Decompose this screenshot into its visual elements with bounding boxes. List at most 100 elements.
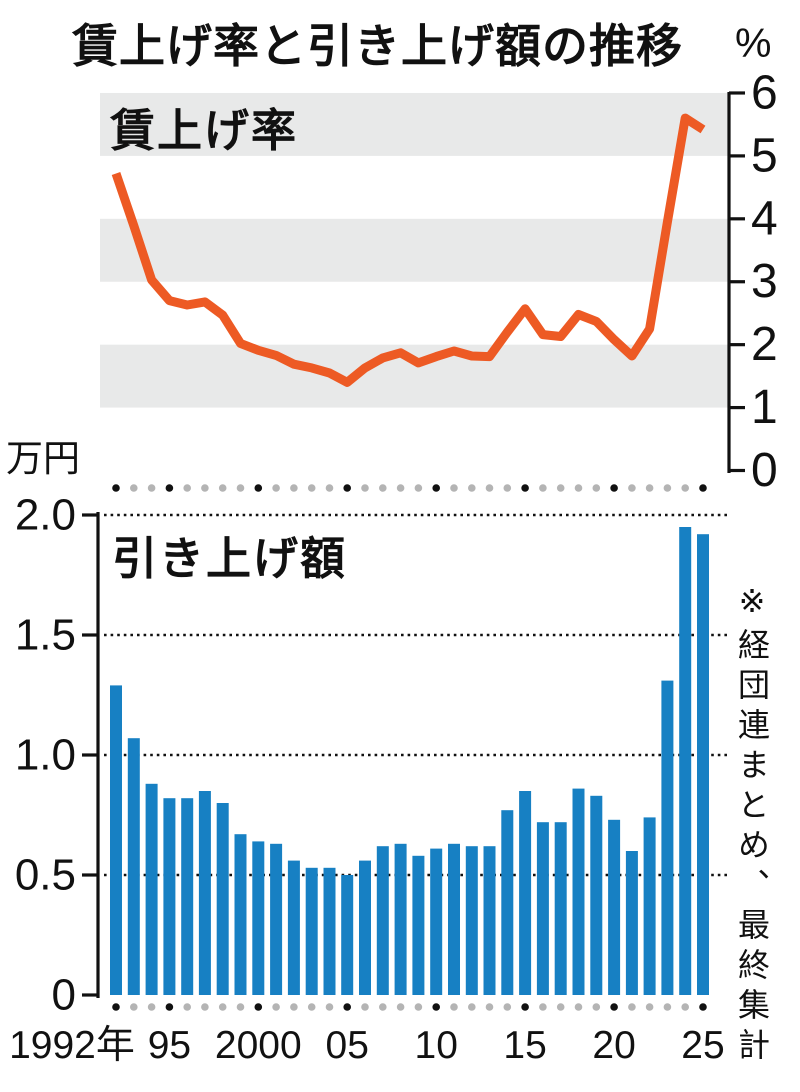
- amount-chart-label: 引き上げ額: [112, 533, 348, 584]
- amount-bar-2002: [287, 860, 300, 995]
- year-dot-top-2023: [663, 484, 672, 492]
- year-dot-top-2012: [468, 484, 476, 492]
- amount-bar-2003: [305, 867, 318, 995]
- page-title: 賃上げ率と引き上げ額の推移: [72, 20, 683, 72]
- amount-bar-1993: [127, 738, 140, 995]
- amount-axis-tick-label: 1.0: [15, 731, 76, 780]
- x-axis-label-2000: 2000: [215, 1024, 302, 1067]
- year-dot-top-2010: [432, 484, 441, 492]
- amount-bar-2017: [554, 822, 567, 995]
- year-dot-bottom-2025: [699, 1003, 707, 1011]
- year-dot-bottom-1993: [130, 1003, 138, 1011]
- amount-bar-2006: [359, 860, 371, 995]
- x-axis-label-2010: 10: [415, 1024, 458, 1067]
- amount-bar-1999: [234, 834, 247, 995]
- year-dot-top-2016: [539, 484, 547, 492]
- year-dot-bottom-2019: [592, 1003, 601, 1011]
- year-dot-top-2017: [556, 484, 565, 492]
- amount-bar-2014: [501, 810, 514, 995]
- amount-axis-tick-label: 2.0: [15, 491, 76, 540]
- year-dot-bottom-2023: [663, 1003, 672, 1011]
- amount-bar-2025: [697, 534, 709, 995]
- year-dot-top-1999: [236, 484, 245, 492]
- year-dot-top-2025: [699, 484, 707, 492]
- amount-axis-unit-label: 万円: [6, 438, 80, 479]
- year-dot-bottom-2001: [272, 1003, 280, 1011]
- amount-bar-2011: [448, 843, 460, 995]
- year-dot-top-2019: [592, 484, 601, 492]
- amount-axis-tick-label: 0: [52, 971, 76, 1020]
- amount-bar-2022: [643, 817, 656, 995]
- year-dot-bottom-2014: [503, 1003, 512, 1011]
- rate-axis-tick-label: 3: [751, 255, 778, 308]
- year-dot-top-2024: [681, 484, 689, 492]
- amount-axis-tick-label: 0.5: [15, 851, 76, 900]
- amount-bar-1997: [198, 791, 211, 995]
- x-axis-label-1992: 1992年: [9, 1024, 135, 1067]
- amount-bar-2024: [679, 527, 692, 995]
- x-axis-label-2025: 25: [681, 1024, 724, 1067]
- year-dot-top-2000: [254, 484, 263, 492]
- amount-bar-2000: [252, 841, 265, 995]
- amount-bar-2001: [270, 843, 283, 995]
- amount-bar-1998: [216, 803, 229, 995]
- year-dot-bottom-2013: [485, 1003, 494, 1011]
- rate-line-series: [111, 113, 706, 387]
- year-dot-bottom-2004: [325, 1003, 334, 1011]
- x-axis-label-1995: 95: [148, 1024, 191, 1067]
- year-dot-top-2018: [574, 484, 583, 492]
- year-dot-bottom-1999: [236, 1003, 245, 1011]
- rate-axis-tick-label: 0: [751, 444, 778, 497]
- year-dot-top-2006: [361, 484, 369, 492]
- year-dot-bottom-2010: [432, 1003, 441, 1011]
- amount-bar-2009: [412, 855, 425, 995]
- year-dot-bottom-2016: [539, 1003, 547, 1011]
- amount-bar-2012: [465, 846, 478, 995]
- year-dot-bottom-2000: [254, 1003, 263, 1011]
- year-dot-bottom-1992: [112, 1003, 120, 1011]
- year-dot-top-1993: [130, 484, 138, 492]
- year-dot-bottom-2005: [343, 1003, 352, 1011]
- year-dot-top-2022: [645, 484, 654, 492]
- year-dot-top-1997: [201, 484, 209, 492]
- year-dot-bottom-2017: [556, 1003, 565, 1011]
- year-dot-top-1996: [183, 484, 191, 492]
- year-dot-bottom-2002: [290, 1003, 298, 1011]
- amount-bar-2023: [661, 680, 674, 995]
- year-dot-top-2007: [379, 484, 387, 492]
- amount-bar-2018: [572, 788, 585, 995]
- rate-chart-band: [100, 218, 728, 282]
- year-dot-top-2013: [485, 484, 494, 492]
- amount-bar-2019: [590, 795, 603, 995]
- year-dot-bottom-2018: [574, 1003, 583, 1011]
- amount-bar-2015: [519, 791, 532, 995]
- year-dot-bottom-2011: [450, 1003, 458, 1011]
- x-axis-label-2020: 20: [592, 1024, 635, 1067]
- amount-axis-tick-label: 1.5: [15, 611, 76, 660]
- year-dot-bottom-1995: [165, 1003, 174, 1011]
- year-dot-top-2011: [450, 484, 458, 492]
- year-dot-top-1998: [218, 484, 227, 492]
- amount-bar-1994: [145, 783, 158, 995]
- year-dot-top-1995: [165, 484, 174, 492]
- year-dot-bottom-2003: [307, 1003, 316, 1011]
- rate-axis-tick-label: 6: [751, 66, 778, 119]
- year-dot-top-2020: [610, 484, 618, 492]
- year-dot-top-2005: [343, 484, 352, 492]
- year-dot-bottom-2015: [521, 1003, 529, 1011]
- rate-chart-band: [100, 344, 728, 408]
- year-dot-top-2009: [414, 484, 423, 492]
- amount-bar-1992: [110, 685, 122, 995]
- year-dot-top-2004: [325, 484, 334, 492]
- year-dot-bottom-1997: [201, 1003, 209, 1011]
- amount-bar-2008: [394, 843, 407, 995]
- year-dot-top-2002: [290, 484, 298, 492]
- amount-bar-2005: [341, 875, 354, 995]
- year-dot-bottom-2024: [681, 1003, 689, 1011]
- year-dot-top-2014: [503, 484, 512, 492]
- amount-bar-2020: [608, 819, 621, 995]
- rate-chart-label: 賃上げ率: [110, 105, 299, 156]
- amount-bar-2013: [483, 846, 496, 995]
- rate-axis-tick-label: 2: [751, 318, 778, 371]
